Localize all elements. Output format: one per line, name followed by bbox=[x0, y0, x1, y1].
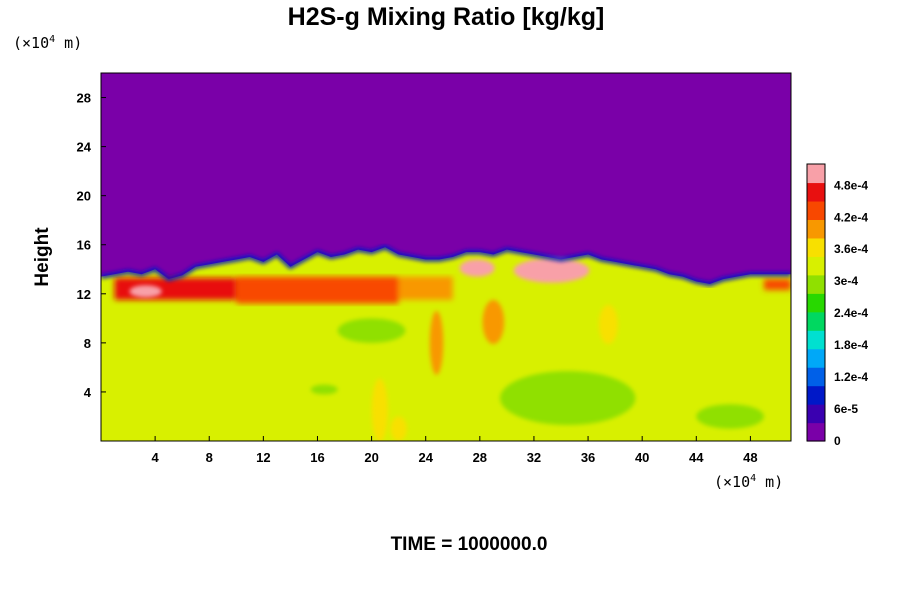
colorbar-tick-label: 4.2e-4 bbox=[834, 210, 868, 224]
time-label: TIME = 1000000.0 bbox=[391, 534, 548, 555]
green-patch bbox=[696, 404, 764, 429]
colorbar-swatch bbox=[807, 274, 825, 294]
colorbar-swatch bbox=[807, 182, 825, 202]
y-axis-unit-prefix: (×10 bbox=[13, 34, 49, 52]
green-patch bbox=[337, 318, 406, 343]
colorbar-tick-label: 0 bbox=[834, 434, 841, 448]
chart-title: H2S-g Mixing Ratio [kg/kg] bbox=[288, 3, 605, 31]
colorbar-swatch bbox=[807, 367, 825, 387]
colorbar-swatch bbox=[807, 237, 825, 257]
y-axis-unit-suffix: m) bbox=[55, 34, 82, 52]
colorbar-tick-label: 3.6e-4 bbox=[834, 242, 868, 256]
yellow-patch bbox=[482, 299, 505, 345]
yellow-patch bbox=[429, 310, 444, 375]
high-band-region bbox=[398, 276, 453, 300]
colorbar-swatch bbox=[807, 385, 825, 405]
x-axis-unit: (×104 m) bbox=[714, 473, 783, 491]
x-tick-label: 4 bbox=[152, 450, 160, 465]
colorbar bbox=[806, 163, 826, 442]
peak-patch bbox=[459, 259, 495, 277]
y-tick-label: 24 bbox=[77, 140, 92, 155]
x-tick-label: 32 bbox=[527, 450, 541, 465]
peak-patch bbox=[129, 285, 162, 298]
high-band-region bbox=[236, 276, 399, 304]
x-tick-label: 20 bbox=[364, 450, 378, 465]
plot-frame bbox=[100, 72, 792, 442]
colorbar-swatch bbox=[807, 293, 825, 313]
colorbar-swatch bbox=[807, 219, 825, 239]
x-tick-label: 44 bbox=[689, 450, 704, 465]
colorbar-swatch bbox=[807, 200, 825, 220]
x-tick-label: 16 bbox=[310, 450, 324, 465]
green-patch bbox=[310, 384, 338, 395]
peak-patch bbox=[513, 258, 590, 283]
colorbar-tick-label: 1.2e-4 bbox=[834, 370, 868, 384]
high-band-region bbox=[763, 279, 791, 291]
x-axis-unit-exponent: 4 bbox=[750, 473, 756, 484]
yellow-patch bbox=[598, 304, 618, 345]
y-tick-label: 12 bbox=[77, 287, 91, 302]
colorbar-swatch bbox=[807, 422, 825, 442]
y-axis-unit: (×104 m) bbox=[13, 34, 82, 52]
y-tick-label: 8 bbox=[84, 336, 91, 351]
x-tick-label: 24 bbox=[418, 450, 433, 465]
colorbar-swatch bbox=[807, 348, 825, 368]
colorbar-tick-label: 4.8e-4 bbox=[834, 178, 868, 192]
boundary-fringe bbox=[101, 245, 791, 287]
y-axis-unit-exponent: 4 bbox=[49, 34, 55, 45]
x-tick-label: 8 bbox=[206, 450, 213, 465]
x-axis-unit-prefix: (×10 bbox=[714, 473, 750, 491]
colorbar-frame bbox=[806, 163, 826, 442]
y-tick-label: 16 bbox=[77, 238, 91, 253]
x-tick-label: 28 bbox=[473, 450, 487, 465]
x-axis-unit-suffix: m) bbox=[756, 473, 783, 491]
colorbar-swatch bbox=[807, 404, 825, 424]
yellow-patch bbox=[390, 416, 407, 441]
colorbar-swatch bbox=[807, 311, 825, 331]
x-tick-label: 48 bbox=[743, 450, 757, 465]
colorbar-swatch bbox=[807, 330, 825, 350]
yellow-patch bbox=[371, 378, 388, 441]
colorbar-tick-label: 2.4e-4 bbox=[834, 306, 868, 320]
plot-area bbox=[101, 73, 791, 441]
y-tick-label: 28 bbox=[77, 91, 91, 106]
y-axis-label: Height bbox=[32, 227, 53, 287]
x-tick-label: 12 bbox=[256, 450, 270, 465]
colorbar-swatch bbox=[807, 256, 825, 276]
x-tick-label: 36 bbox=[581, 450, 595, 465]
colorbar-tick-label: 6e-5 bbox=[834, 402, 858, 416]
colorbar-tick-label: 1.8e-4 bbox=[834, 338, 868, 352]
y-tick-label: 4 bbox=[84, 385, 92, 400]
y-tick-label: 20 bbox=[77, 189, 91, 204]
green-patch bbox=[500, 371, 636, 426]
colorbar-swatch bbox=[807, 164, 825, 184]
x-tick-label: 40 bbox=[635, 450, 649, 465]
colorbar-tick-label: 3e-4 bbox=[834, 274, 858, 288]
